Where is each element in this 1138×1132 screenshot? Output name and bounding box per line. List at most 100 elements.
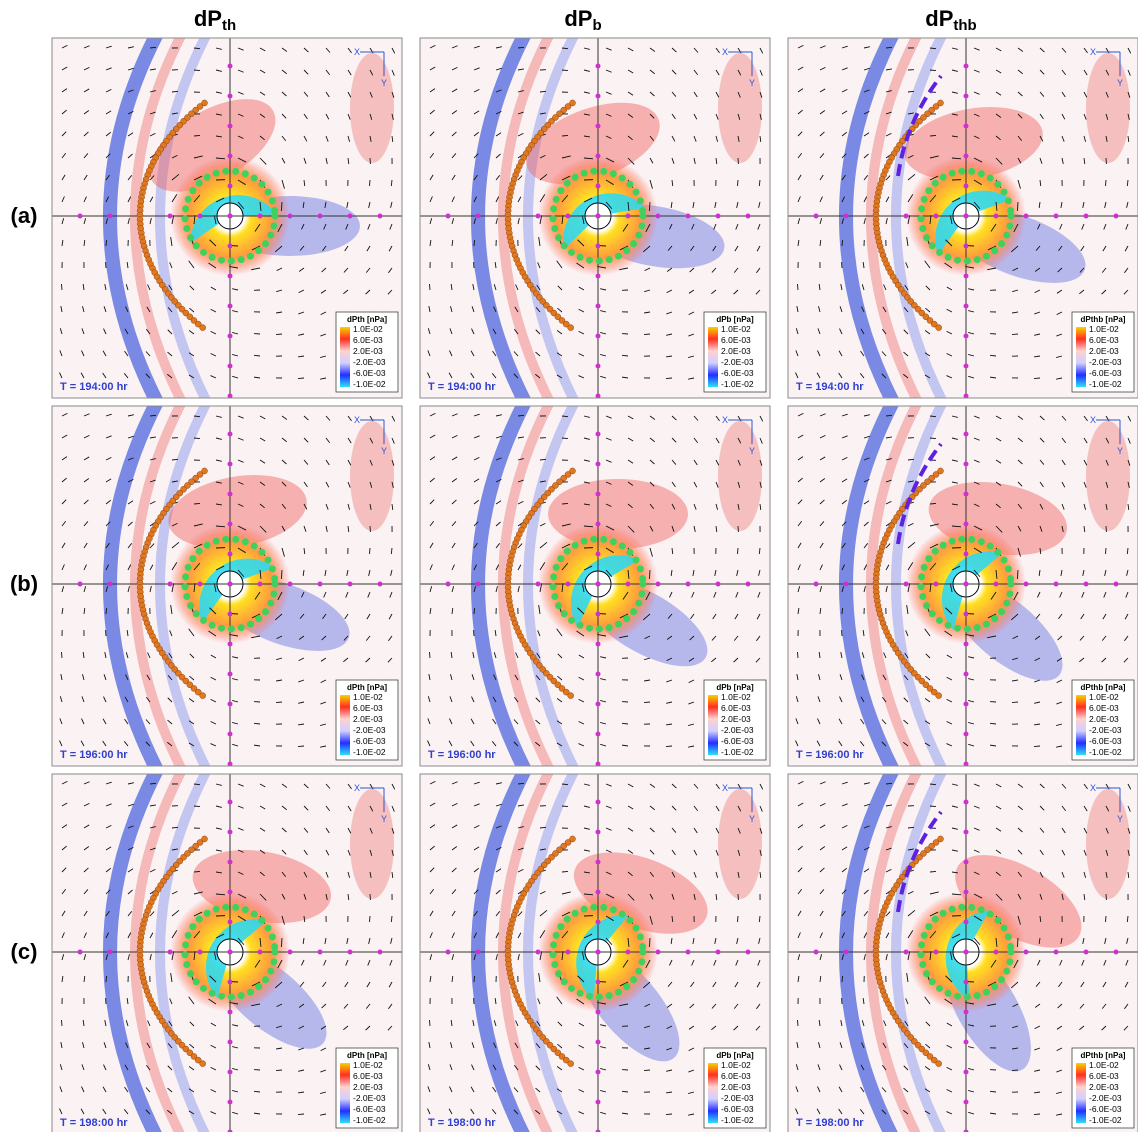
legend-label: 2.0E-03 xyxy=(1089,346,1119,356)
mp-dot xyxy=(270,222,277,229)
mp-dot xyxy=(635,232,642,239)
mp-dot xyxy=(269,933,276,940)
axis-dot xyxy=(596,1070,601,1075)
time-label: T = 194:00 hr xyxy=(796,381,864,393)
mp-dot xyxy=(974,992,981,999)
axis-dot xyxy=(626,950,631,955)
mp-dot xyxy=(557,187,564,194)
axis-y-label: Y xyxy=(381,814,387,824)
legend-label: 2.0E-03 xyxy=(721,346,751,356)
mp-dot xyxy=(615,253,622,260)
mp-dot xyxy=(213,906,220,913)
mp-dot xyxy=(932,548,939,555)
axis-x-label: X xyxy=(1090,415,1096,425)
legend-label: 6.0E-03 xyxy=(1089,335,1119,345)
mp-dot xyxy=(633,924,640,931)
arrow xyxy=(281,938,282,947)
mp-dot xyxy=(964,993,971,1000)
panel: XYdPthb [nPa]1.0E-026.0E-032.0E-03-2.0E-… xyxy=(784,28,1138,408)
row-label: (a) xyxy=(11,203,38,228)
mp-dot xyxy=(626,917,633,924)
mp-dot xyxy=(187,970,194,977)
mp-dot xyxy=(590,904,597,911)
axis-dot xyxy=(626,582,631,587)
axis-dot xyxy=(228,800,233,805)
arrow xyxy=(281,570,282,579)
arrow xyxy=(644,334,650,335)
arrow xyxy=(1034,1114,1040,1115)
mp-dot xyxy=(577,990,584,997)
column-title: dPth xyxy=(194,6,236,34)
mp-dot xyxy=(267,968,274,975)
axis-dot xyxy=(228,1070,233,1075)
legend-label: 1.0E-02 xyxy=(1089,692,1119,702)
arrow xyxy=(474,976,475,982)
mp-dot xyxy=(262,976,269,983)
legend-label: -2.0E-03 xyxy=(1089,357,1122,367)
mp-dot xyxy=(251,175,258,182)
mp-dot xyxy=(182,215,189,222)
red-far xyxy=(718,421,762,531)
axis-dot xyxy=(78,214,83,219)
row-label: (c) xyxy=(11,939,38,964)
axis-x-label: X xyxy=(722,415,728,425)
legend-label: 6.0E-03 xyxy=(353,1071,383,1081)
mp-dot xyxy=(630,240,637,247)
legend-label: -2.0E-03 xyxy=(353,1093,386,1103)
mp-dot xyxy=(557,923,564,930)
mp-dot xyxy=(251,911,258,918)
arrow xyxy=(298,746,304,747)
legend-label: -2.0E-03 xyxy=(1089,725,1122,735)
mp-dot xyxy=(262,240,269,247)
axis-dot xyxy=(408,214,413,219)
axis-y-label: Y xyxy=(749,446,755,456)
panel: XYdPth [nPa]1.0E-026.0E-032.0E-03-2.0E-0… xyxy=(48,28,413,408)
axis-dot xyxy=(108,950,113,955)
time-label: T = 198:00 hr xyxy=(428,1117,496,1129)
axis-dot xyxy=(814,214,819,219)
mp-dot xyxy=(637,565,644,572)
mp-dot xyxy=(551,593,558,600)
mp-dot xyxy=(606,256,613,263)
arrow xyxy=(666,378,672,379)
axis-dot xyxy=(814,950,819,955)
arrow xyxy=(429,1020,430,1026)
mp-dot xyxy=(1007,943,1014,950)
mp-dot xyxy=(553,932,560,939)
axis-dot xyxy=(198,950,203,955)
mp-dot xyxy=(635,600,642,607)
mp-dot xyxy=(255,615,262,622)
mp-dot xyxy=(586,625,593,632)
axis-dot xyxy=(964,94,969,99)
axis-dot xyxy=(228,462,233,467)
title-base: dP xyxy=(194,6,222,31)
red-far xyxy=(350,421,394,531)
mp-dot xyxy=(189,187,196,194)
mp-dot xyxy=(209,254,216,261)
mp-dot xyxy=(581,170,588,177)
arrow xyxy=(797,284,798,290)
mp-dot xyxy=(968,168,975,175)
mp-dot xyxy=(600,536,607,543)
axis-y-label: Y xyxy=(381,446,387,456)
axis-dot xyxy=(1054,582,1059,587)
axis-y-label: Y xyxy=(749,78,755,88)
axis-dot xyxy=(228,980,233,985)
axis-dot xyxy=(1024,582,1029,587)
legend-label: -2.0E-03 xyxy=(721,357,754,367)
axis-dot xyxy=(258,214,263,219)
mp-dot xyxy=(267,600,274,607)
axis-dot xyxy=(1084,582,1089,587)
axis-dot xyxy=(964,642,969,647)
axis-dot xyxy=(686,582,691,587)
mp-dot xyxy=(204,542,211,549)
axis-dot xyxy=(746,214,751,219)
axis-dot xyxy=(1084,950,1089,955)
mp-dot xyxy=(193,978,200,985)
legend-label: -1.0E-02 xyxy=(353,747,386,757)
mp-dot xyxy=(568,617,575,624)
mp-dot xyxy=(232,904,239,911)
arrow xyxy=(930,438,936,439)
mp-dot xyxy=(189,555,196,562)
mp-dot xyxy=(918,205,925,212)
